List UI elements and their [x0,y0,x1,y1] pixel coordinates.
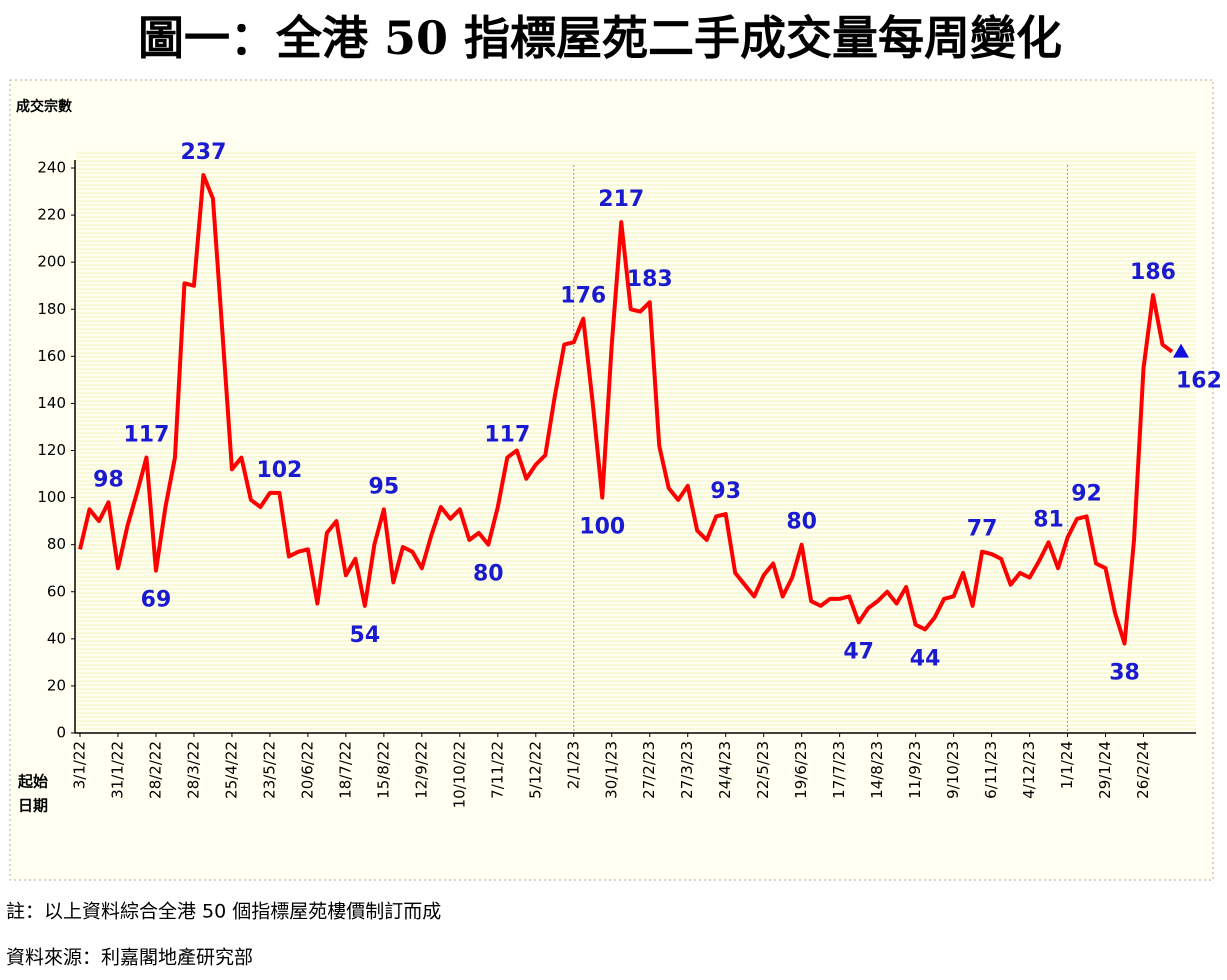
data-label: 92 [1071,481,1102,506]
data-label: 162 [1176,369,1222,394]
plot-area [76,150,1196,733]
y-axis-label: 成交宗數 [16,98,72,115]
y-tick-label: 100 [37,488,66,506]
data-label: 183 [627,267,673,292]
y-tick-label: 180 [37,300,66,318]
data-line [78,173,1174,646]
x-tick-label: 11/9/23 [906,741,924,799]
x-tick-label: 24/4/23 [716,741,734,799]
data-label: 186 [1130,260,1176,285]
y-tick-label: 60 [47,582,66,600]
data-label: 117 [124,423,170,448]
x-tick-label: 2/1/23 [564,741,582,789]
data-label: 93 [710,479,741,504]
x-tick-label: 17/7/23 [830,741,848,799]
chart-title: 圖一：全港 50 指標屋苑二手成交量每周變化 [138,11,1062,65]
x-axis-label: 日期 [18,797,48,815]
data-label: 80 [786,510,817,535]
x-tick-label: 3/1/22 [71,741,89,789]
x-tick-label: 28/2/22 [146,741,164,799]
x-tick-label: 6/11/23 [982,741,1000,799]
x-tick-label: 19/6/23 [792,741,810,799]
x-tick-label: 27/3/23 [678,741,696,799]
x-tick-label: 9/10/23 [944,741,962,799]
x-tick-label: 10/10/22 [450,741,468,808]
x-tick-label: 26/2/24 [1134,741,1152,799]
y-tick-label: 80 [47,535,66,553]
data-label: 176 [560,284,606,309]
y-tick-label: 160 [37,347,66,365]
data-label: 81 [1033,507,1064,532]
data-label: 38 [1109,661,1140,686]
data-label: 44 [910,646,941,671]
x-tick-label: 25/4/22 [222,741,240,799]
x-tick-label: 23/5/22 [260,741,278,799]
end-marker [1173,343,1189,358]
y-tick-label: 120 [37,441,66,459]
data-label: 69 [141,588,172,613]
x-tick-label: 20/6/22 [298,741,316,799]
x-tick-label: 4/12/23 [1020,741,1038,799]
y-tick-label: 0 [56,724,66,742]
x-tick-label: 1/1/24 [1058,741,1076,789]
y-tick-label: 200 [37,253,66,271]
footnote: 註：以上資料綜合全港 50 個指標屋苑樓價制訂而成 [6,901,441,923]
y-tick-label: 140 [37,394,66,412]
data-label: 237 [180,140,226,165]
data-label: 98 [93,467,124,492]
x-tick-label: 15/8/22 [374,741,392,799]
x-tick-label: 7/11/22 [488,741,506,799]
x-tick-label: 18/7/22 [336,741,354,799]
data-label: 95 [369,474,400,499]
data-label: 80 [473,562,504,587]
data-label: 47 [843,639,874,664]
y-tick-label: 40 [47,629,66,647]
x-tick-label: 12/9/22 [412,741,430,799]
y-tick-label: 20 [47,676,66,694]
x-tick-label: 14/8/23 [868,741,886,799]
x-tick-label: 28/3/22 [184,741,202,799]
data-label: 77 [967,517,998,542]
data-label: 54 [350,623,381,648]
y-tick-label: 240 [37,159,66,177]
x-tick-label: 30/1/23 [602,741,620,799]
data-label: 100 [579,515,625,540]
x-tick-label: 5/12/22 [526,741,544,799]
y-tick-label: 220 [37,206,66,224]
x-tick-label: 27/2/23 [640,741,658,799]
x-tick-label: 31/1/22 [108,741,126,799]
x-tick-label: 22/5/23 [754,741,772,799]
data-label: 117 [484,423,530,448]
x-tick-label: 29/1/24 [1096,741,1114,799]
source: 資料來源：利嘉閣地產研究部 [6,947,253,969]
data-label: 102 [256,458,302,483]
x-axis-label: 起始 [17,773,48,791]
data-label: 217 [598,187,644,212]
